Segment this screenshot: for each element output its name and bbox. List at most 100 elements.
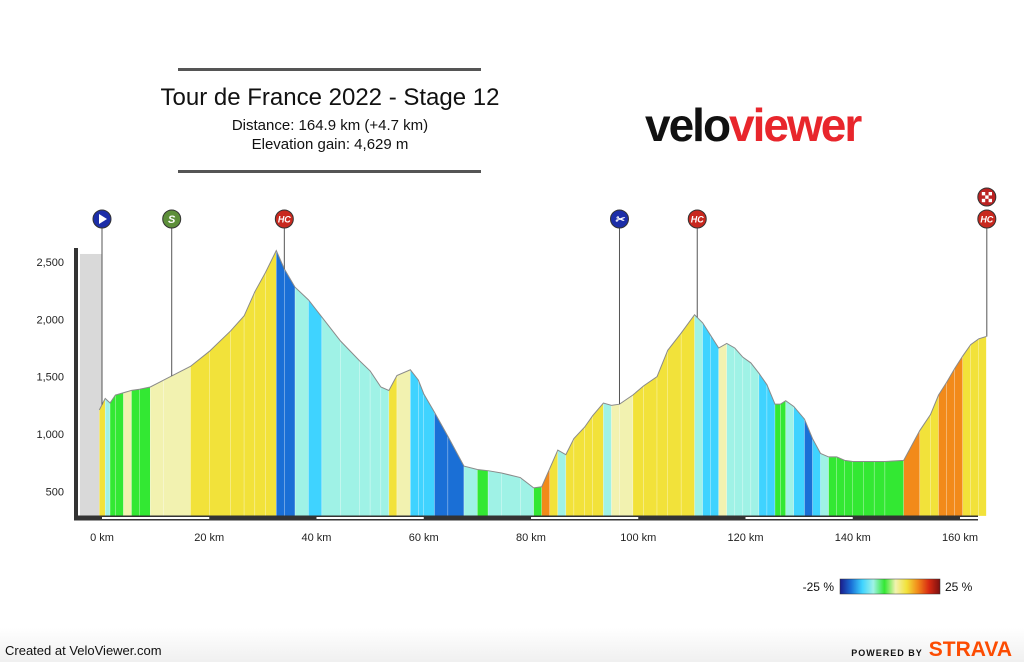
profile-segment bbox=[105, 397, 111, 517]
profile-segment bbox=[447, 436, 465, 517]
climb-marker bbox=[274, 209, 294, 229]
climb-marker-label: HC bbox=[278, 215, 291, 225]
y-tick-label: 1,000 bbox=[36, 429, 64, 441]
profile-segment bbox=[265, 250, 277, 517]
profile-segment bbox=[884, 460, 904, 517]
header-rule-top bbox=[178, 68, 481, 71]
profile-segment bbox=[903, 430, 920, 517]
profile-segment bbox=[501, 472, 521, 517]
profile-segment bbox=[340, 340, 360, 517]
profile-segment bbox=[434, 411, 449, 517]
x-tick-label: 80 km bbox=[516, 532, 546, 544]
powered-by-strava[interactable]: POWERED BY STRAVA bbox=[851, 638, 1012, 662]
profile-segment bbox=[938, 381, 947, 517]
finish-flag-check bbox=[985, 195, 989, 199]
finish-flag-check bbox=[988, 198, 993, 203]
created-at-link[interactable]: Created at VeloViewer.com bbox=[5, 643, 162, 658]
stage-title: Tour de France 2022 - Stage 12 bbox=[160, 84, 500, 111]
start-icon bbox=[99, 214, 107, 224]
profile-segment bbox=[463, 465, 478, 517]
x-tick-label: 0 km bbox=[90, 532, 114, 544]
profile-segment bbox=[294, 286, 309, 517]
profile-segment bbox=[99, 398, 106, 517]
strava-logo: STRAVA bbox=[928, 638, 1012, 661]
veloviewer-logo[interactable]: veloviewer bbox=[645, 98, 862, 152]
y-tick-label: 2,500 bbox=[36, 257, 64, 269]
pre-start-area bbox=[80, 253, 102, 516]
profile-segment bbox=[734, 347, 744, 517]
profile-segment bbox=[758, 372, 768, 517]
climb-marker-label: HC bbox=[691, 215, 704, 225]
y-tick-label: 1,500 bbox=[36, 372, 64, 384]
profile-segment bbox=[209, 330, 231, 517]
x-tick-label: 60 km bbox=[409, 532, 439, 544]
logo-viewer: viewer bbox=[729, 99, 862, 151]
climb-marker bbox=[977, 209, 997, 229]
profile-segment bbox=[774, 403, 781, 517]
profile-segment bbox=[611, 403, 620, 517]
finish-flag-check bbox=[988, 192, 993, 196]
profile-segment bbox=[863, 461, 875, 517]
x-tick-label: 20 km bbox=[194, 532, 224, 544]
grade-legend-min: -25 % bbox=[803, 580, 835, 594]
profile-segment bbox=[852, 461, 864, 517]
grade-legend-max: 25 % bbox=[945, 580, 973, 594]
y-tick-label: 500 bbox=[46, 486, 64, 498]
profile-segment bbox=[557, 449, 567, 517]
footer-band bbox=[0, 628, 1024, 662]
y-tick-label: 2,000 bbox=[36, 314, 64, 326]
profile-segment bbox=[423, 393, 435, 517]
profile-segment bbox=[680, 314, 695, 517]
profile-segment bbox=[667, 332, 682, 517]
profile-segment bbox=[874, 461, 886, 517]
profile-segment bbox=[718, 343, 727, 517]
profile-segment bbox=[946, 367, 955, 517]
x-tick-label: 140 km bbox=[835, 532, 871, 544]
profile-segment bbox=[970, 338, 979, 517]
profile-segment bbox=[131, 389, 140, 517]
x-tick-label: 40 km bbox=[302, 532, 332, 544]
profile-segment bbox=[541, 468, 550, 517]
profile-segment bbox=[573, 426, 585, 517]
finish-flag-check bbox=[981, 192, 986, 196]
profile-segment bbox=[962, 343, 971, 517]
elevation-gain-text: Elevation gain: 4,629 m bbox=[251, 136, 409, 153]
logo-velo: velo bbox=[645, 99, 731, 151]
profile-segment bbox=[380, 386, 390, 517]
profile-segment bbox=[619, 394, 634, 517]
profile-segment bbox=[804, 419, 813, 517]
profile-segment bbox=[780, 400, 786, 517]
finish-flag-check bbox=[981, 198, 986, 203]
profile-segment bbox=[150, 379, 164, 517]
profile-segment bbox=[828, 456, 837, 517]
profile-segment bbox=[410, 369, 419, 517]
profile-segment bbox=[793, 405, 805, 517]
elevation-profile-chart: 500 1,000 1,500 2,000 2,500 0 km 20 km 40 km 60 … bbox=[36, 187, 997, 595]
sprint-marker bbox=[162, 209, 182, 229]
profile-segment bbox=[742, 356, 752, 517]
profile-segment bbox=[954, 355, 963, 517]
profile-segment bbox=[766, 384, 776, 517]
powered-by-label: POWERED BY bbox=[851, 648, 923, 658]
profile-segment bbox=[978, 336, 987, 517]
x-tick-label: 120 km bbox=[727, 532, 763, 544]
profile-segment bbox=[284, 268, 296, 517]
profile-segment bbox=[844, 460, 853, 517]
sprint-marker-label: S bbox=[168, 214, 176, 226]
header-rule-bottom bbox=[178, 170, 481, 173]
profile-segment bbox=[584, 415, 593, 517]
profile-segment bbox=[487, 470, 502, 517]
profile-segment bbox=[276, 250, 285, 517]
profile-segment bbox=[694, 314, 703, 517]
profile-segment bbox=[930, 394, 939, 517]
profile-segment bbox=[477, 469, 489, 517]
profile-segment bbox=[369, 370, 382, 517]
profile-segment bbox=[254, 272, 266, 517]
profile-segment bbox=[919, 413, 931, 517]
profile-segment bbox=[396, 369, 411, 517]
profile-segment bbox=[109, 394, 116, 517]
profile-segment bbox=[123, 390, 132, 517]
profile-segment bbox=[785, 400, 794, 517]
profile-segment bbox=[702, 322, 711, 517]
profile-segment bbox=[359, 360, 371, 517]
